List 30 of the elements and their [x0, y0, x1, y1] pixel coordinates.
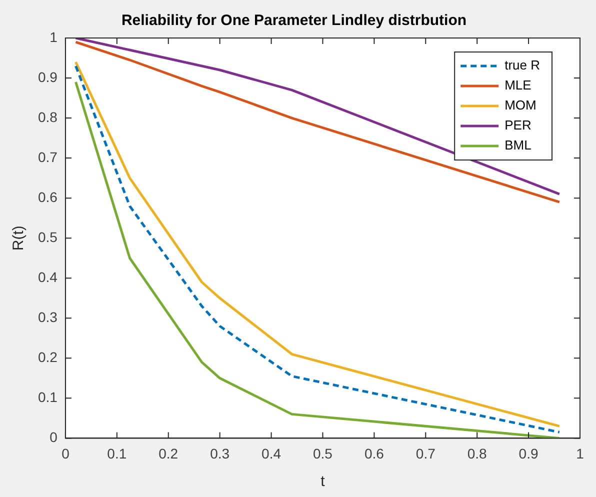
x-tick-label: 0.6 [364, 445, 384, 462]
x-tick-label: 0.1 [107, 445, 127, 462]
y-tick-label: 0.4 [38, 268, 58, 285]
legend-label: true R [504, 58, 540, 73]
x-tick-label: 1 [576, 445, 584, 462]
y-tick-label: 0 [50, 429, 58, 446]
legend-label: MOM [504, 98, 536, 113]
y-tick-label: 0.1 [38, 389, 58, 406]
x-tick-label: 0.8 [467, 445, 488, 462]
y-tick-label: 0.3 [38, 309, 58, 325]
x-tick-label: 0.2 [158, 445, 178, 462]
x-tick-label: 0 [62, 445, 70, 462]
y-tick-label: 0.6 [38, 188, 58, 205]
legend-label: PER [504, 118, 532, 133]
y-tick-label: 0.2 [38, 349, 58, 366]
x-tick-label: 0.9 [518, 445, 538, 462]
y-tick-label: 1 [50, 28, 58, 45]
y-tick-label: 0.8 [38, 108, 58, 125]
y-tick-label: 0.7 [38, 148, 58, 165]
x-tick-label: 0.7 [416, 445, 436, 462]
chart-title: Reliability for One Parameter Lindley distrbution [121, 12, 467, 30]
x-tick-label: 0.5 [312, 445, 333, 462]
legend-label: BML [504, 138, 532, 153]
x-tick-label: 0.3 [210, 445, 230, 462]
y-tick-label: 0.9 [38, 68, 58, 85]
legend-label: MLE [504, 78, 532, 93]
y-tick-label: 0.5 [38, 228, 58, 245]
y-axis-title: R(t) [10, 226, 28, 251]
x-axis-title: t [320, 473, 326, 490]
x-tick-label: 0.4 [262, 445, 282, 462]
